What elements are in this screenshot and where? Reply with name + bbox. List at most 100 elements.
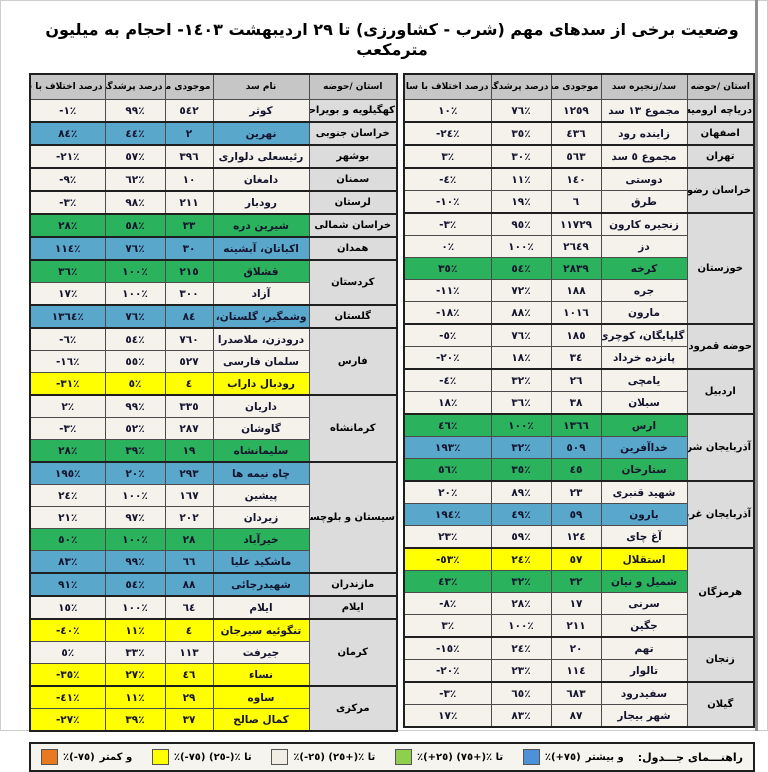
storage-value-cell: ٣٩٦ <box>164 144 214 169</box>
table-row: رودبال داراب ٤ ٥٪ -٣١٪ <box>29 372 397 396</box>
province-cell: اصفهان <box>686 121 755 146</box>
diff-percent-cell: ٢٠٪ <box>403 480 492 504</box>
diff-percent-cell: ٣٥٪ <box>403 257 492 280</box>
table-row: جگین ٢١١ ١٠٠٪ ٣٪ <box>403 614 754 638</box>
fill-percent-cell: ٥٢٪ <box>104 417 166 440</box>
fill-percent-cell: ٧٢٪ <box>490 279 552 302</box>
col-header-4: درصد اختلاف با سال قبل <box>29 73 106 100</box>
diff-percent-cell: ١٩٤٪ <box>403 503 492 526</box>
fill-percent-cell: ٣٢٪ <box>490 570 552 593</box>
table-row: لرستان رودبار ٢١١ ٩٨٪ -٣٪ <box>29 190 398 215</box>
storage-value-cell: ١٧ <box>550 592 602 615</box>
plus75-and-more-swatch <box>522 749 540 765</box>
storage-value-cell: ٤٦ <box>164 663 214 687</box>
diff-percent-cell: -٣١٪ <box>29 372 106 396</box>
fill-percent-cell: ١٩٪ <box>490 190 552 214</box>
table-row: شمیل و نیان ٣٢ ٣٢٪ ٤٣٪ <box>403 570 754 593</box>
fill-percent-cell: ٩٩٪ <box>104 394 166 418</box>
storage-value-cell: ٤ <box>164 372 214 396</box>
fill-percent-cell: ٧٦٪ <box>104 236 166 261</box>
dam-name-cell: تنگوئیه سیرجان <box>212 618 310 642</box>
dam-name-cell: داریان <box>212 394 310 418</box>
table-row: خراسان جنوبی نهرین ٢ ٤٤٪ ٨٤٪ <box>29 121 398 146</box>
storage-value-cell: ٣٠٠ <box>164 282 214 306</box>
diff-percent-cell: -٢٠٪ <box>403 659 492 683</box>
province-cell: حوضه قمرود <box>686 323 755 370</box>
storage-value-cell: ٢٦٤٩ <box>550 235 602 258</box>
dam-name-cell: ارس <box>600 413 688 437</box>
province-cell: خراسان رضوی <box>686 167 755 214</box>
dam-name-cell: شمیل و نیان <box>600 570 688 593</box>
dam-name-cell: استقلال <box>600 547 688 571</box>
dam-name-cell: نهرین <box>212 121 310 146</box>
table-row: ماشکید علیا ٦٦ ٩٩٪ ٨٣٪ <box>29 550 397 574</box>
storage-value-cell: ١٨٥ <box>550 323 602 347</box>
table-row: بوشهر رئیسعلی دلواری ٣٩٦ ٥٧٪ -٢١٪ <box>29 144 398 169</box>
table-row: مازندران شهیدرجائی ٨٨ ٥٤٪ ٩١٪ <box>29 572 398 597</box>
fill-percent-cell: ٩٨٪ <box>104 190 166 215</box>
diff-percent-cell: -١٠٪ <box>403 190 492 214</box>
storage-value-cell: ٢٨ <box>164 528 214 551</box>
diff-percent-cell: ٥٪ <box>29 641 106 664</box>
dam-name-cell: شیرین دره <box>212 213 310 238</box>
dam-name-cell: شهید قنبری <box>600 480 688 504</box>
diff-percent-cell: ٤٦٪ <box>403 413 492 437</box>
diff-percent-cell: ١٧٪ <box>403 704 492 728</box>
storage-value-cell: ١١٤ <box>550 659 602 683</box>
table-row: گیلان سفیدرود ٦٨٣ ٦٥٪ -٣٪ <box>403 681 755 728</box>
fill-percent-cell: ٣٢٪ <box>490 436 552 459</box>
fill-percent-cell: ٣٠٪ <box>490 144 552 169</box>
fill-percent-cell: ٥٧٪ <box>104 144 166 169</box>
diff-percent-cell: ٣٪ <box>403 614 492 638</box>
table-row: هرمزگان استقلال ٥٧ ٢٤٪ -٥٣٪ <box>403 547 755 638</box>
dam-name-cell: تهم <box>600 636 688 660</box>
diff-percent-cell: ٨٤٪ <box>29 121 106 146</box>
dam-name-cell: وشمگیر، گلستان، بوستان <box>212 304 310 329</box>
province-cell: تهران <box>686 144 755 169</box>
diff-percent-cell: -٥٪ <box>403 323 492 347</box>
legend-item-minus75-to-minus25: ٪(-٧٥) تا ٪(-٢٥) <box>151 749 252 765</box>
dam-name-cell: کرخه <box>600 257 688 280</box>
table-row: فارس درودزن، ملاصدرا ٧٦٠ ٥٤٪ -٦٪ <box>29 327 398 396</box>
dam-name-cell: قشلاق <box>212 259 310 283</box>
storage-value-cell: ٨٤ <box>164 304 214 329</box>
col-header-0: استان /حوضه <box>686 73 755 100</box>
diff-percent-cell: -١١٪ <box>403 279 492 302</box>
fill-percent-cell: ٥٨٪ <box>104 213 166 238</box>
province-cell: خوزستان <box>686 212 755 325</box>
col-header-4: درصد اختلاف با سال قبل <box>403 73 492 100</box>
legend-item-plus75-and-more: و بیشتر ٪(+٧٥) <box>522 749 624 765</box>
fill-percent-cell: ٦٢٪ <box>104 167 166 192</box>
minus75-and-less-swatch <box>41 749 59 765</box>
fill-percent-cell: ٣٢٪ <box>490 368 552 392</box>
storage-value-cell: ٢١١ <box>164 190 214 215</box>
col-header-3: درصد پرشدگی <box>490 73 552 100</box>
dam-name-cell: دز <box>600 235 688 258</box>
storage-value-cell: ٢ <box>164 121 214 146</box>
dam-name-cell: ماشکید علیا <box>212 550 310 574</box>
fill-percent-cell: ٥٥٪ <box>104 350 166 373</box>
storage-value-cell: ٢٨٣٩ <box>550 257 602 280</box>
province-cell: ایلام <box>308 595 398 620</box>
table-row: نساء ٤٦ ٢٧٪ -٣٥٪ <box>29 663 397 687</box>
province-cell: خراسان جنوبی <box>308 121 398 146</box>
storage-value-cell: ٣٨ <box>550 391 602 415</box>
diff-percent-cell: -٤١٪ <box>29 685 106 709</box>
fill-percent-cell: ٣٥٪ <box>490 121 552 146</box>
table-row: گاوشان ٢٨٧ ٥٢٪ -٣٪ <box>29 417 397 440</box>
table-row: آزاد ٣٠٠ ١٠٠٪ ١٧٪ <box>29 282 397 306</box>
storage-value-cell: ٣٣ <box>164 213 214 238</box>
dam-name-cell: رودبار <box>212 190 310 215</box>
dam-name-cell: اکباتان، آبشینه <box>212 236 310 261</box>
storage-value-cell: ٤ <box>164 618 214 642</box>
legend-bar: راهنـــمای جـــدول: و بیشتر ٪(+٧٥) ٪(+٢٥) … <box>29 742 755 772</box>
scan-edge-strip <box>755 0 758 731</box>
dam-name-cell: شهر بیجار <box>600 704 688 728</box>
storage-value-cell: ٣٣٥ <box>164 394 214 418</box>
